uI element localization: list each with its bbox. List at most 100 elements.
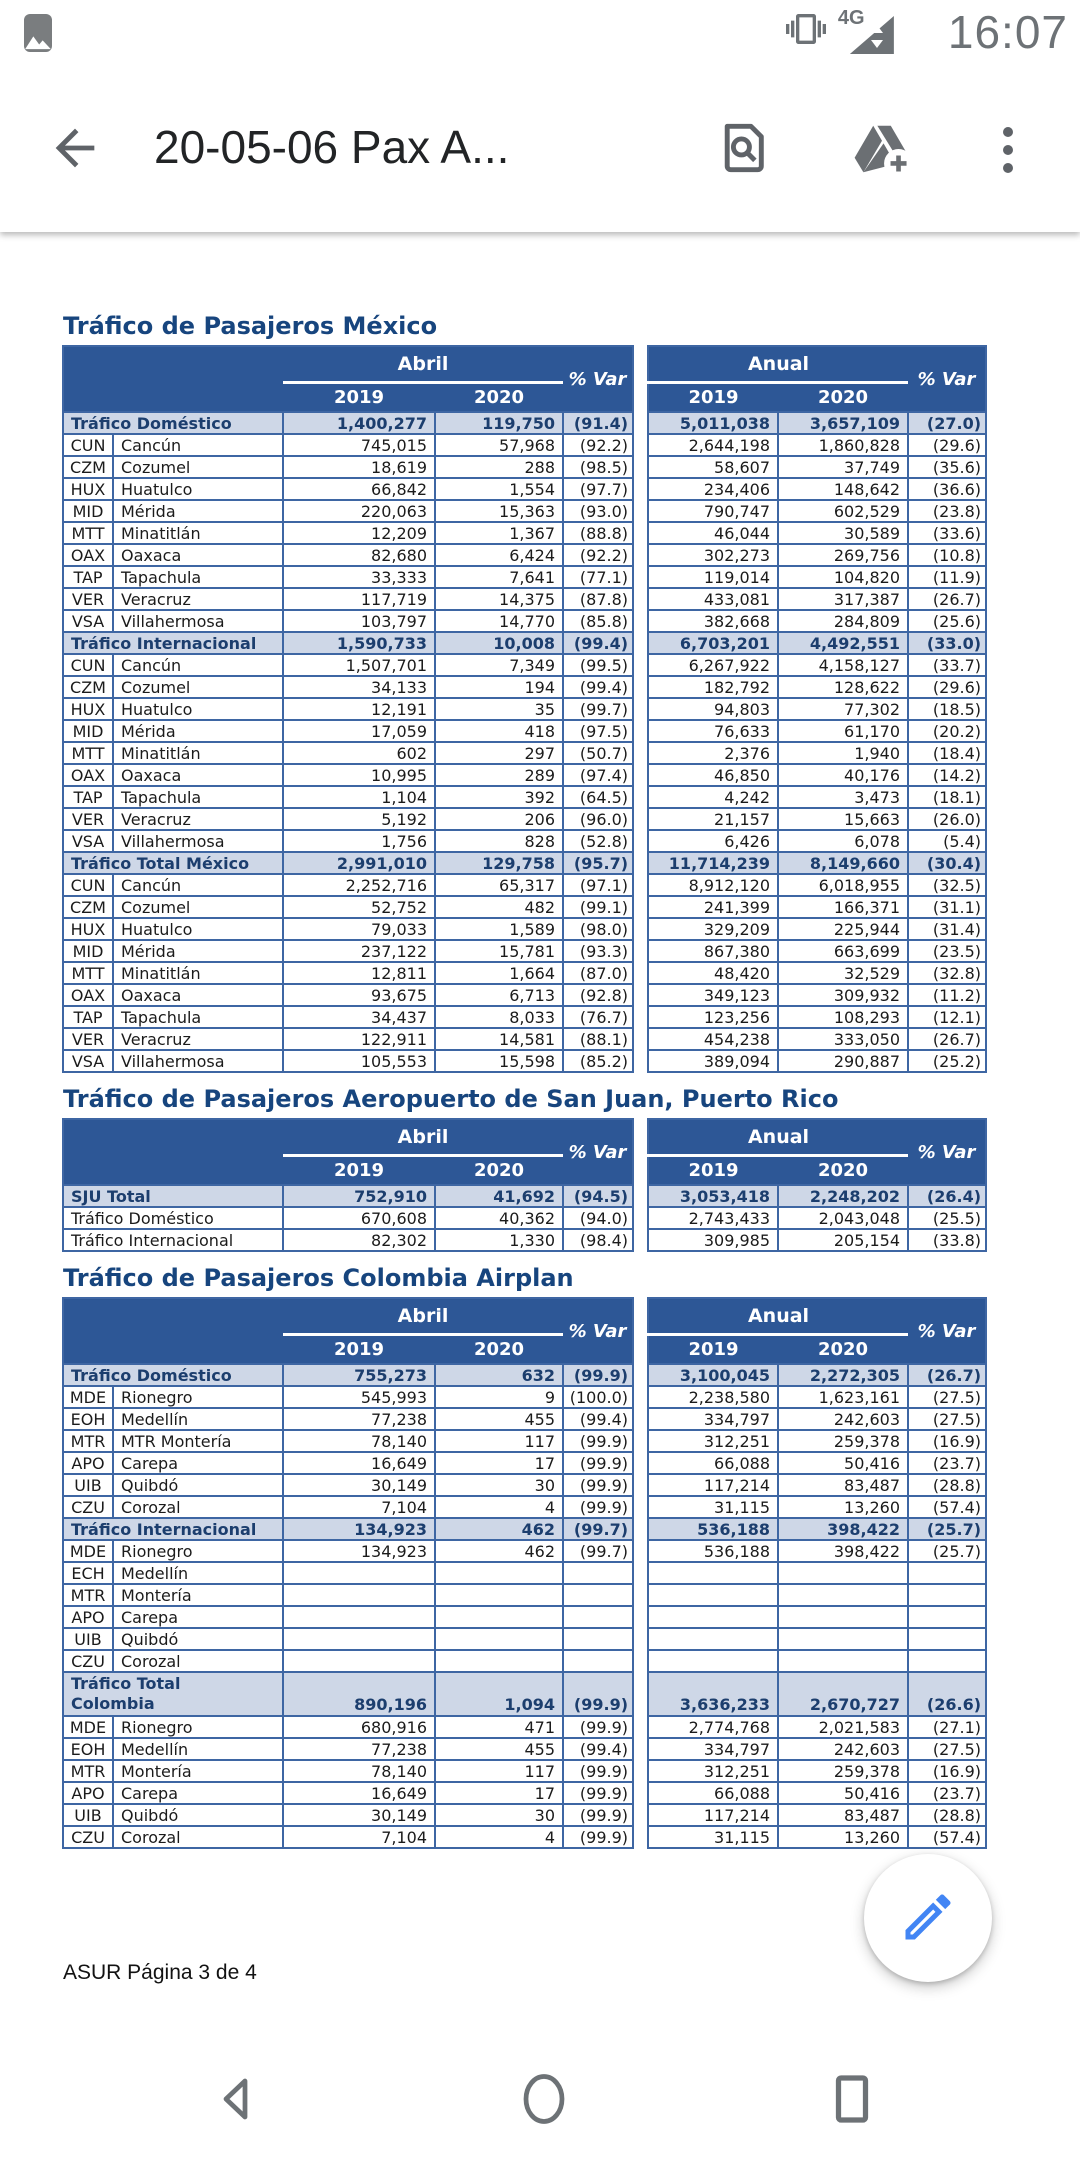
screenshot-notification-icon [24,14,52,52]
cell-airport-name: Oaxaca [112,543,284,567]
cell-airport-code: CUN [62,433,114,457]
cell-value-2019: 329,209 [647,917,780,941]
back-button[interactable] [44,118,106,180]
table-title: Tráfico de Pasajeros Colombia Airplan [63,1264,574,1292]
cell-airport-code: UIB [62,1803,114,1827]
cell-value-2019: 117,214 [647,1473,780,1497]
table-row [647,1627,988,1651]
cell-var: (29.6) [907,433,988,457]
cell-value-2019: 867,380 [647,939,780,963]
cell-airport-code: VER [62,1027,114,1051]
nav-recents-button[interactable] [820,2058,884,2142]
cell-airport-code: APO [62,1451,114,1475]
cell-airport-name: Medellín [112,1737,284,1761]
table-row: 433,081 317,387 (26.7) [647,587,988,611]
cell-value-2019: 382,668 [647,609,780,633]
cell-var: (92.2) [562,433,635,457]
cell-value-2020: 4 [433,1825,565,1849]
cell-value-2019: 536,188 [647,1517,780,1541]
section-row: Tráfico Total México 2,991,010 129,758 (95.… [62,851,635,875]
cell-row-label: Tráfico Internacional [62,1517,284,1541]
table-row: 454,238 333,050 (26.7) [647,1027,988,1051]
cell-airport-code: MID [62,499,114,523]
table-row: 6,426 6,078 (5.4) [647,829,988,853]
period-header: Abril [283,1119,564,1157]
table-row: 46,850 40,176 (14.2) [647,763,988,787]
cell-var: (23.8) [907,499,988,523]
add-to-drive-icon [845,125,919,183]
edit-fab[interactable] [864,1854,992,1982]
cell-airport-name: Medellín [112,1561,284,1585]
cell-value-2020: 1,940 [777,741,910,765]
cell-value-2019: 21,157 [647,807,780,831]
cell-airport-name: Huatulco [112,917,284,941]
cell-value-2019: 52,752 [282,895,436,919]
cell-value-2020: 663,699 [777,939,910,963]
app-bar: 20-05-06 Pax A... [0,70,1080,232]
cell-airport-code: UIB [62,1627,114,1651]
cell-value-2020: 7,641 [433,565,565,589]
cell-airport-name: Mérida [112,939,284,963]
section-row: Tráfico Doméstico 1,400,277 119,750 (91.4) [62,411,635,435]
nav-back-button[interactable] [206,2058,270,2142]
cell-var: (18.1) [907,785,988,809]
cell-value-2019 [647,1561,780,1585]
cell-var: (99.9) [562,1473,635,1497]
cell-airport-code: ECH [62,1561,114,1585]
cell-value-2020: 482 [433,895,565,919]
cell-value-2019 [282,1627,436,1651]
table-row: HUX Huatulco 79,033 1,589 (98.0) [62,917,635,941]
period-header: Anual [648,346,909,384]
cell-var: (98.5) [562,455,635,479]
cell-value-2019: 755,273 [282,1363,436,1387]
cell-var: (99.9) [562,1759,635,1783]
cell-airport-name: Quibdó [112,1473,284,1497]
cell-var: (57.4) [907,1495,988,1519]
cell-var: (27.5) [907,1407,988,1431]
var-header: % Var [563,1119,634,1185]
pdf-page[interactable]: Tráfico de Pasajeros México Abril% Var 201… [0,232,1080,2040]
cell-value-2020: 17 [433,1781,565,1805]
cell-value-2020: 242,603 [777,1737,910,1761]
cell-airport-code: TAP [62,785,114,809]
cell-airport-name: Mérida [112,499,284,523]
cell-value-2019: 77,238 [282,1737,436,1761]
cell-airport-name: Carepa [112,1781,284,1805]
cell-value-2019: 680,916 [282,1715,436,1739]
find-in-document-button[interactable] [712,116,776,182]
cell-value-2019: 58,607 [647,455,780,479]
overflow-menu-button[interactable] [988,118,1028,182]
cell-var: (14.2) [907,763,988,787]
cell-var: (50.7) [562,741,635,765]
section-row: Tráfico Doméstico 755,273 632 (99.9) [62,1363,635,1387]
cell-value-2019: 349,123 [647,983,780,1007]
cell-var: (18.4) [907,741,988,765]
cell-var: (93.3) [562,939,635,963]
nav-home-button[interactable] [512,2058,576,2142]
cell-value-2019: 33,333 [282,565,436,589]
year-header: 2019 [283,1334,435,1364]
cell-value-2019: 1,400,277 [282,411,436,435]
cell-var: (99.9) [562,1363,635,1387]
cell-value-2020: 259,378 [777,1759,910,1783]
cell-value-2019: 3,100,045 [647,1363,780,1387]
table-row: 119,014 104,820 (11.9) [647,565,988,589]
cell-value-2019: 302,273 [647,543,780,567]
cell-var: (32.5) [907,873,988,897]
cell-airport-name: Medellín [112,1407,284,1431]
cell-airport-code: MTR [62,1583,114,1607]
cell-var: (33.0) [907,631,988,655]
year-header: 2020 [778,1334,909,1364]
cell-var: (11.9) [907,565,988,589]
add-to-drive-button[interactable] [842,118,922,182]
table-row: HUX Huatulco 66,842 1,554 (97.7) [62,477,635,501]
cell-airport-name: Carepa [112,1605,284,1629]
section-row: 6,703,201 4,492,551 (33.0) [647,631,988,655]
table-row: CZM Cozumel 34,133 194 (99.4) [62,675,635,699]
cell-var: (87.8) [562,587,635,611]
cell-var: (91.4) [562,411,635,435]
cell-value-2020: 2,021,583 [777,1715,910,1739]
section-row: 536,188 398,422 (25.7) [647,1517,988,1541]
cell-value-2019: 34,133 [282,675,436,699]
cell-var: (99.5) [562,653,635,677]
